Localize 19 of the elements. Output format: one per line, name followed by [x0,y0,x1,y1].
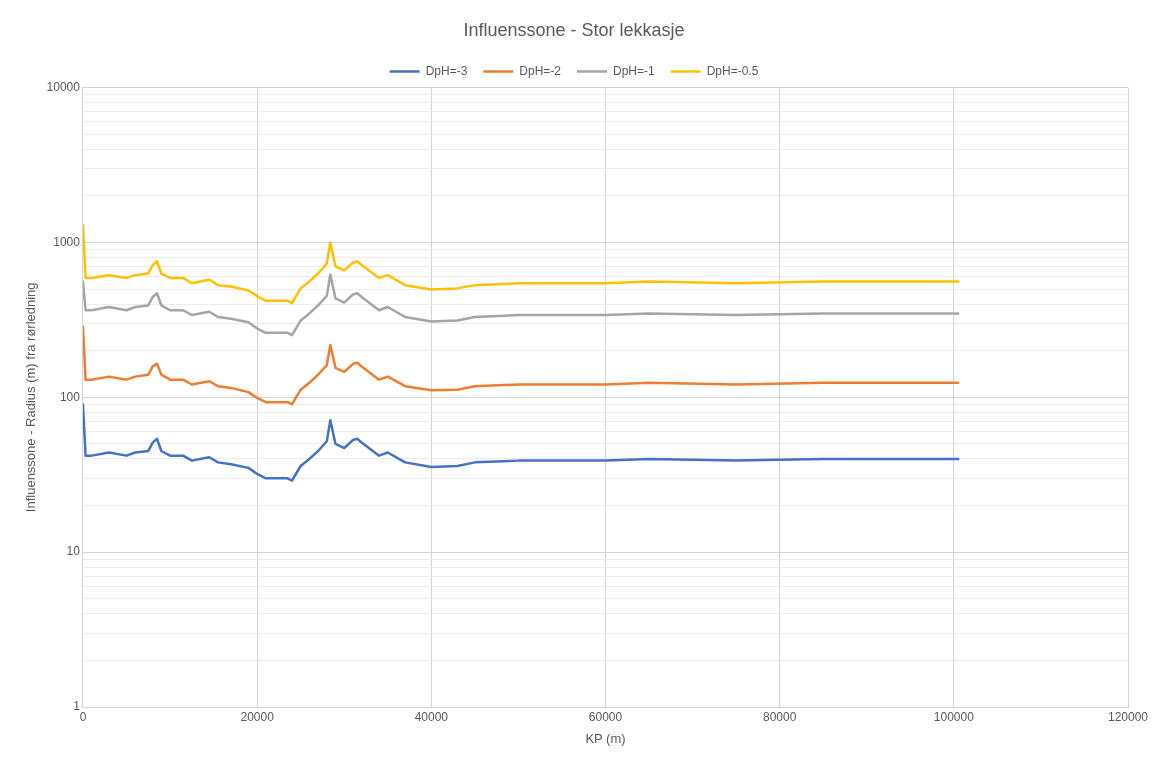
x-tick-label: 80000 [762,709,797,724]
x-tick-label: 120000 [1107,709,1149,724]
x-axis-title: KP (m) [585,730,626,746]
y-axis-title: Influenssone - Radius (m) fra rørledning [23,282,39,513]
x-tick-label: 20000 [240,709,275,724]
x-tick-label: 60000 [588,709,623,724]
legend-label: DpH=-2 [519,63,562,78]
y-tick-label: 10 [66,544,81,559]
x-tick-label: 0 [79,709,87,724]
x-tick-label: 40000 [414,709,449,724]
legend-label: DpH=-1 [613,63,656,78]
y-tick-label: 10000 [46,79,81,94]
y-tick-label: 1 [73,699,81,714]
legend-label: DpH=-3 [425,63,468,78]
legend-label: DpH=-0.5 [706,63,759,78]
x-tick-label: 100000 [933,709,975,724]
chart-title: Influenssone - Stor lekkasje [463,19,685,40]
y-tick-label: 1000 [53,234,81,249]
y-tick-label: 100 [59,389,81,404]
